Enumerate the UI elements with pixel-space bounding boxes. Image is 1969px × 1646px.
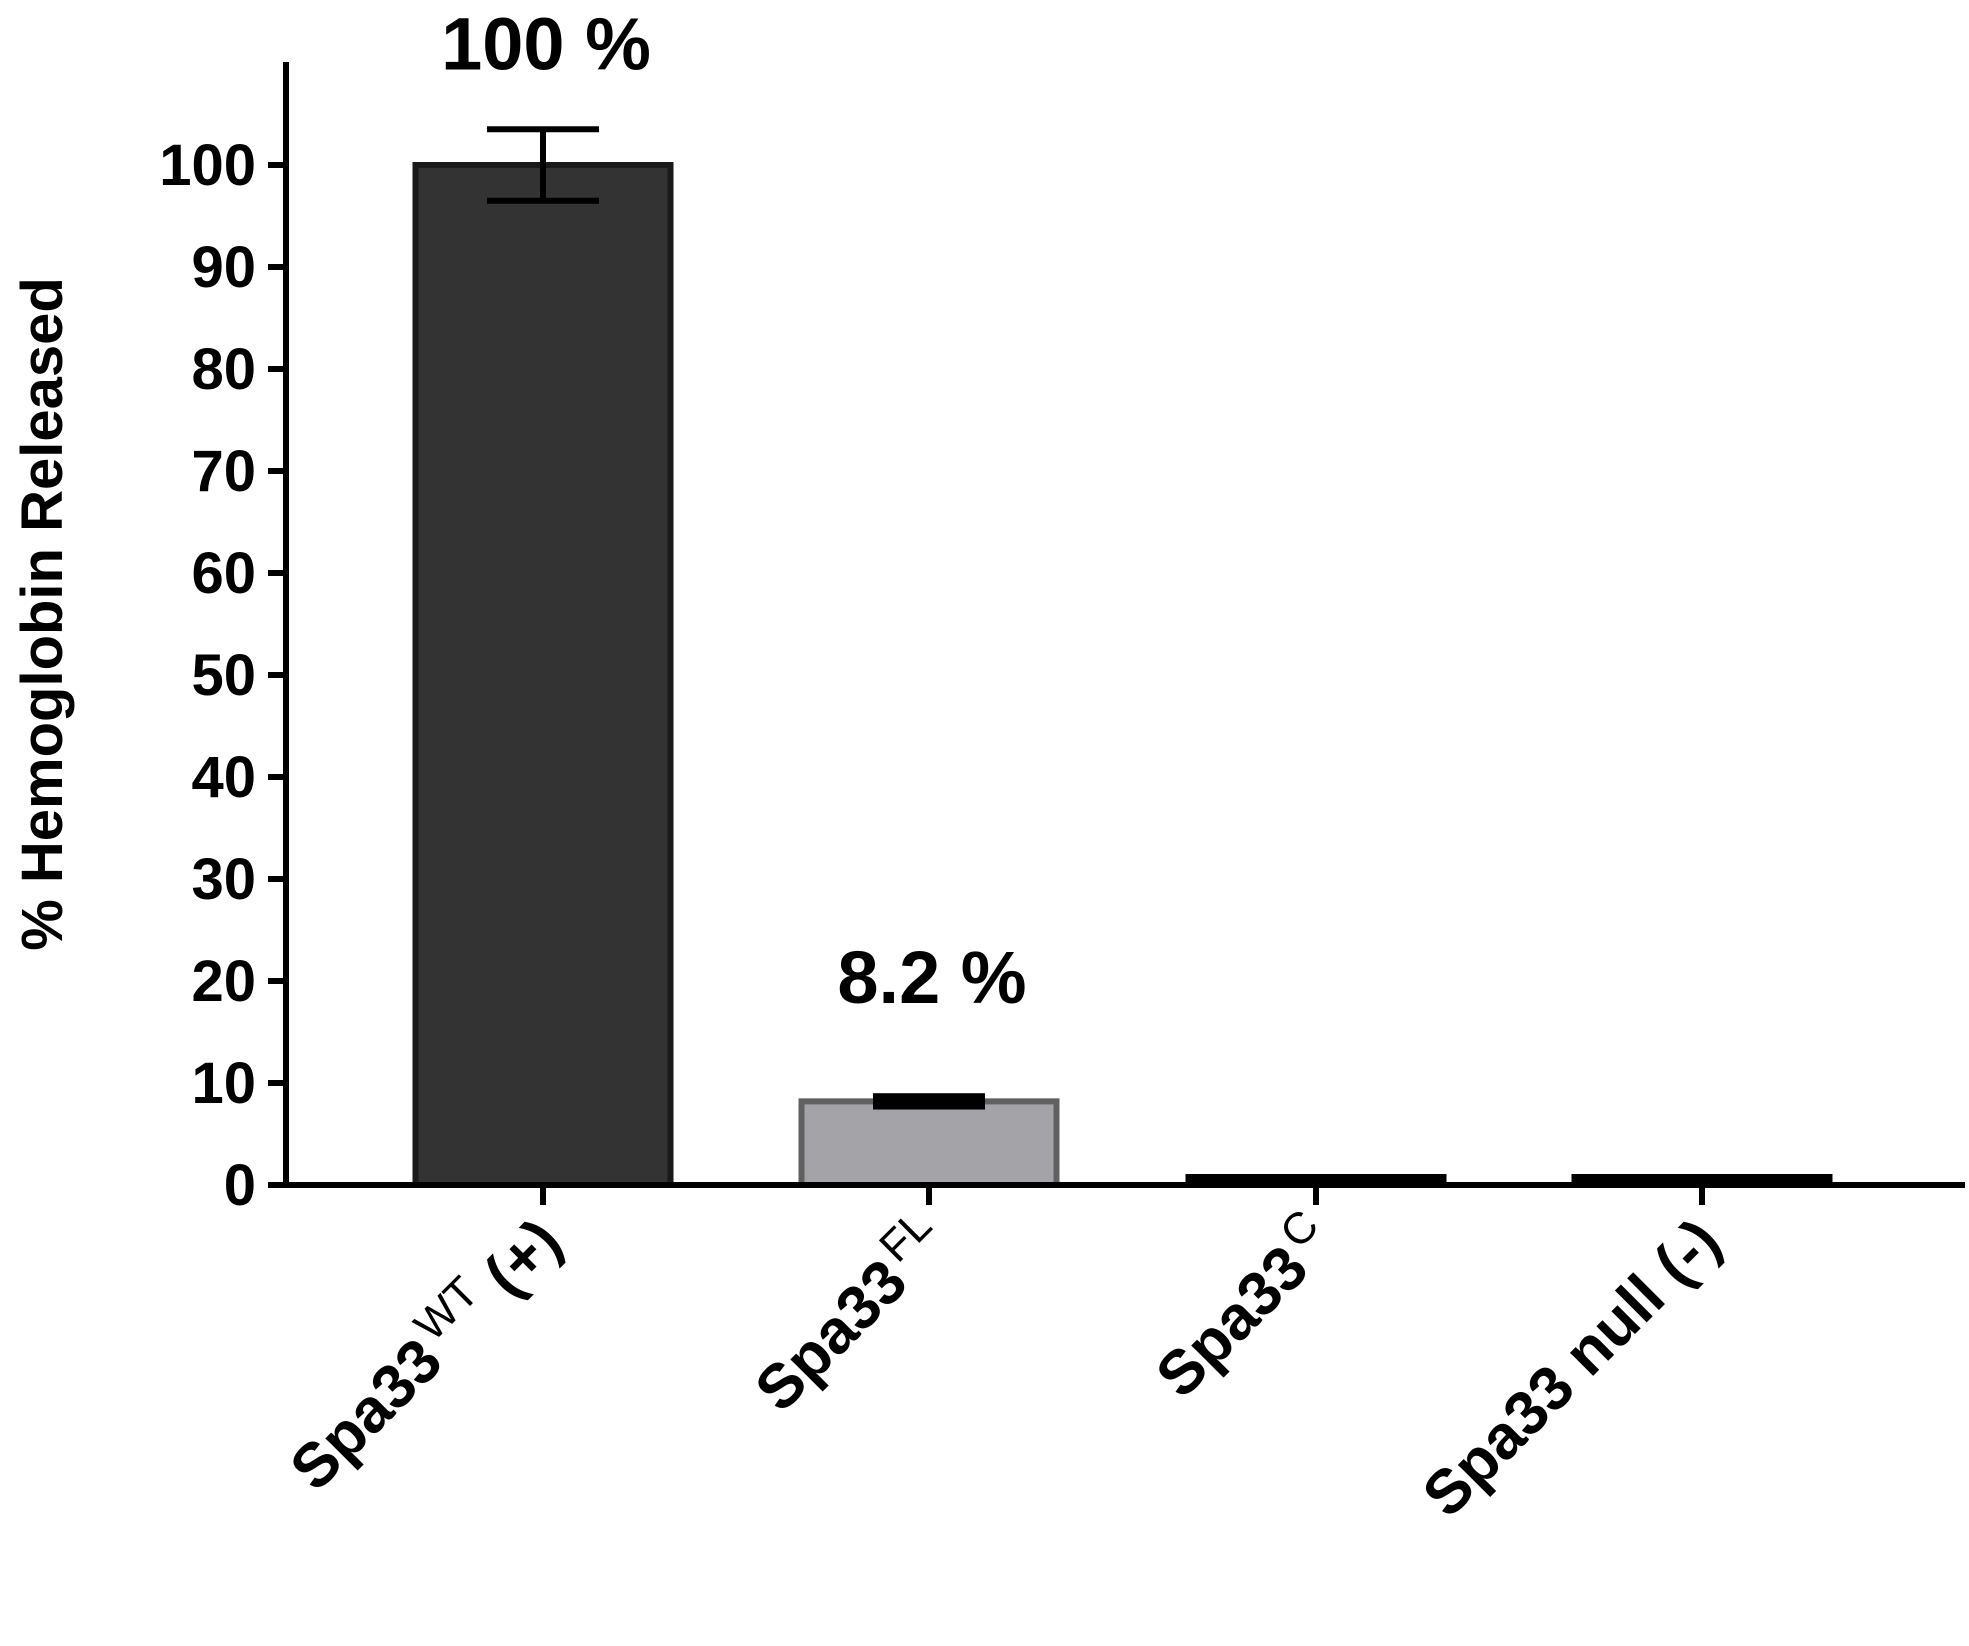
bar-0 — [412, 162, 674, 1188]
y-tick-label-8: 80 — [191, 337, 256, 402]
y-tick-label-7: 70 — [191, 439, 256, 504]
y-tick-label-1: 10 — [191, 1051, 256, 1116]
bar-1 — [798, 1098, 1060, 1188]
y-tick-label-5: 50 — [191, 643, 256, 708]
y-tick-label-4: 40 — [191, 745, 256, 810]
data-label-1: 8.2 % — [837, 936, 1026, 1019]
data-label-0: 100 % — [441, 2, 651, 85]
x-tick-label-1: Spa33FL — [737, 1200, 961, 1424]
error-bar-1 — [873, 1093, 985, 1110]
y-axis-label: % Hemoglobin Released — [10, 277, 75, 951]
y-tick-label-3: 30 — [191, 847, 256, 912]
x-tick-label-3: Spa33 null (-) — [1410, 1206, 1734, 1530]
plot-area: 0 10 20 30 40 50 60 70 80 90 100 Spa33WT (+) Spa33FL… — [159, 2, 1965, 1530]
y-tick-label-10: 100 — [159, 133, 256, 198]
y-tick-label-0: 0 — [224, 1153, 256, 1218]
x-tick-label-2: Spa33C — [1138, 1200, 1348, 1410]
y-tick-label-2: 20 — [191, 949, 256, 1014]
x-tick-label-0: Spa33WT (+) — [272, 1200, 575, 1503]
y-tick-label-6: 60 — [191, 541, 256, 606]
y-tick-label-9: 90 — [191, 235, 256, 300]
